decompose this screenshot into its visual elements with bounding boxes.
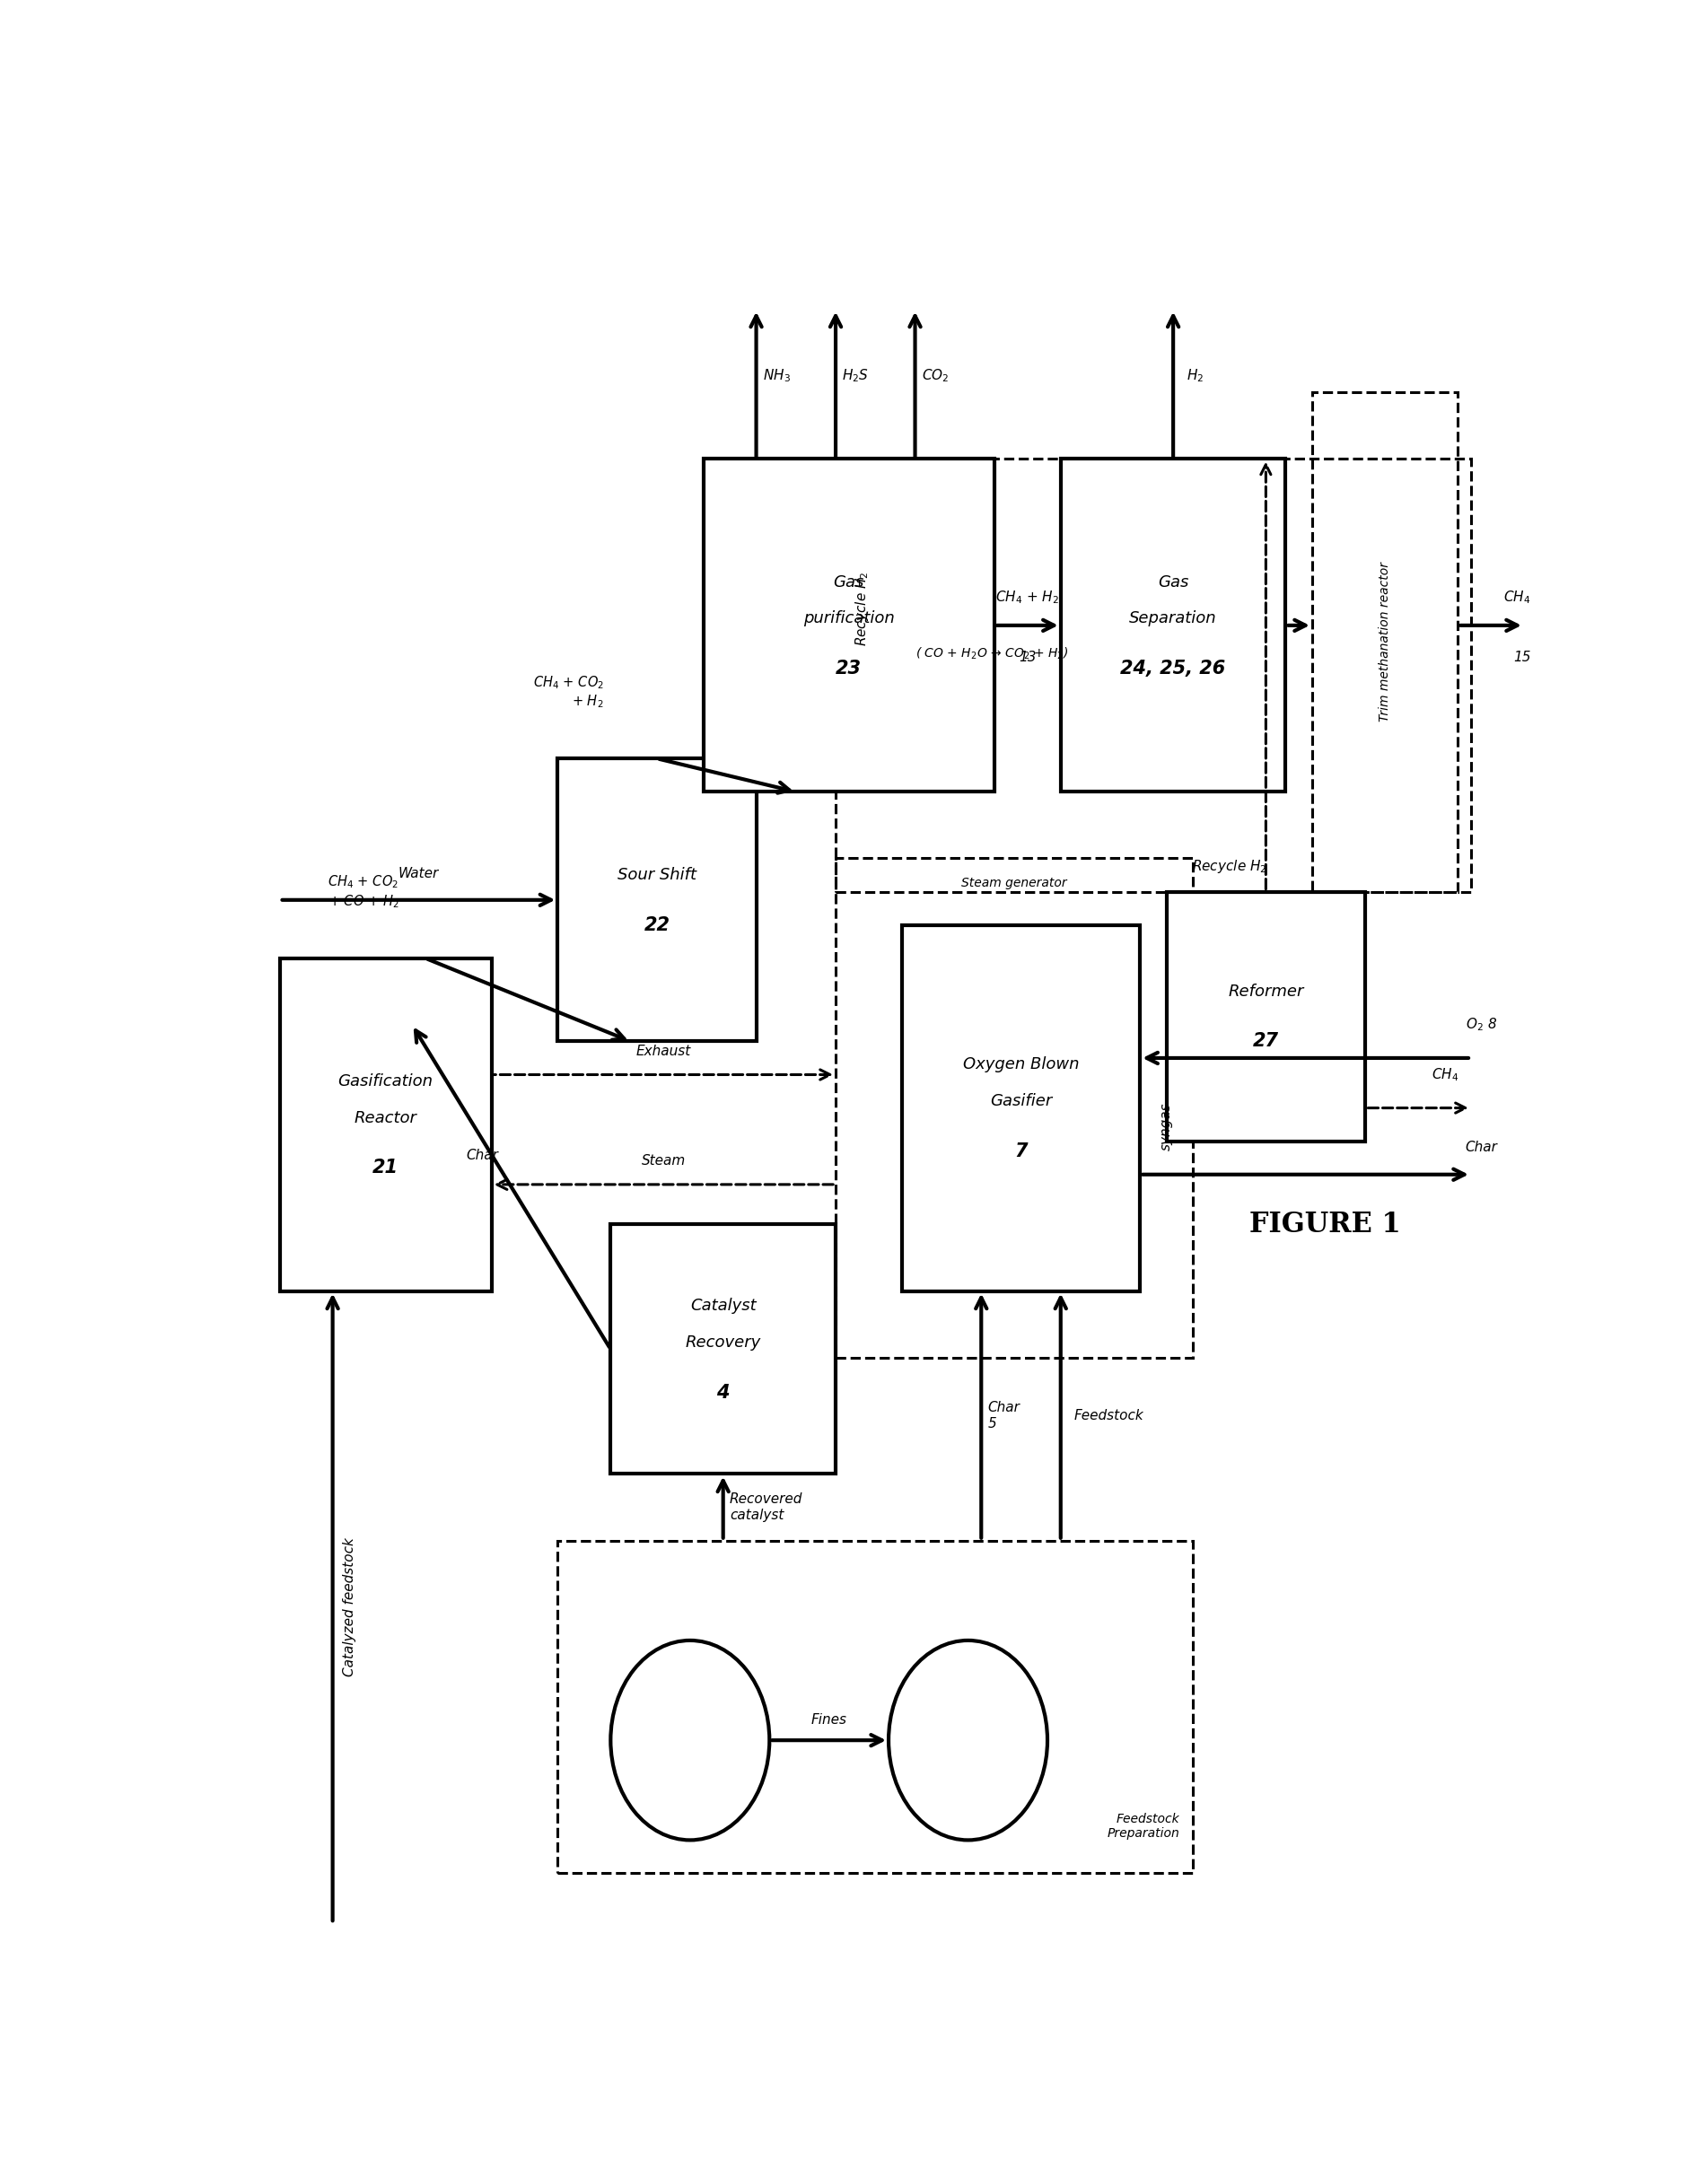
Text: 15: 15 [1513,650,1530,663]
Text: Trim methanation reactor: Trim methanation reactor [1378,562,1392,722]
Bar [835,858,1192,1357]
Bar [280,957,492,1290]
Bar [1167,892,1365,1141]
Text: Gasifier: Gasifier [991,1093,1052,1109]
Text: Oxygen Blown: Oxygen Blown [963,1057,1079,1072]
Text: Reformer: Reformer [1228,983,1303,1001]
Text: CH$_4$: CH$_4$ [1431,1065,1459,1083]
Text: 27: 27 [1254,1033,1279,1050]
Text: NH$_3$: NH$_3$ [763,367,791,385]
Bar [835,458,1471,892]
Text: Recycle H$_2$: Recycle H$_2$ [1192,858,1267,875]
Text: purification: purification [803,612,895,627]
Text: Char: Char [466,1147,499,1163]
Text: Gas: Gas [834,575,864,590]
Text: H$_2$S: H$_2$S [842,367,869,385]
Text: 13: 13 [1020,650,1037,663]
Text: Recycle H$_2$: Recycle H$_2$ [854,571,871,646]
Text: ( CO + H$_2$O → CO$_2$ + H$_2$): ( CO + H$_2$O → CO$_2$ + H$_2$) [915,646,1068,661]
Text: Catalyzed feedstock: Catalyzed feedstock [343,1539,357,1677]
Text: Exhaust: Exhaust [635,1044,692,1059]
Text: Catalyst: Catalyst [690,1299,757,1314]
Text: CH$_4$ + H$_2$: CH$_4$ + H$_2$ [996,588,1059,605]
Text: Fines: Fines [811,1714,847,1727]
Bar [704,458,994,791]
Bar [1312,393,1457,892]
Text: Sour Shift: Sour Shift [618,867,697,884]
Text: Steam: Steam [642,1154,685,1167]
Text: Gasification: Gasification [338,1074,434,1089]
Text: Char
5: Char 5 [987,1400,1020,1431]
Text: Separation: Separation [1129,612,1218,627]
Text: CH$_4$ + CO$_2$
+ H$_2$: CH$_4$ + CO$_2$ + H$_2$ [533,674,605,711]
Text: syngas: syngas [1160,1102,1173,1150]
Text: FIGURE 1: FIGURE 1 [1250,1210,1401,1238]
Text: O$_2$ 8: O$_2$ 8 [1465,1016,1498,1033]
Bar [557,1541,1192,1874]
Text: H$_2$: H$_2$ [1187,367,1204,385]
Text: CO$_2$: CO$_2$ [922,367,950,385]
Text: 23: 23 [835,659,863,679]
Text: Recovery: Recovery [685,1335,762,1351]
Text: Feedstock: Feedstock [1074,1409,1144,1422]
Text: 4: 4 [717,1383,729,1402]
Text: CH$_4$ + CO$_2$
+ CO + H$_2$: CH$_4$ + CO$_2$ + CO + H$_2$ [328,873,398,910]
Text: 24, 25, 26: 24, 25, 26 [1120,659,1226,679]
Text: Steam generator: Steam generator [962,877,1068,890]
Text: Char: Char [1465,1141,1498,1154]
Text: CH$_4$: CH$_4$ [1503,588,1530,605]
Text: Recovered
catalyst: Recovered catalyst [729,1493,803,1521]
Text: Gas: Gas [1158,575,1189,590]
Text: Feedstock
Preparation: Feedstock Preparation [1107,1813,1180,1841]
Bar [611,1225,835,1474]
Text: Water: Water [398,867,439,880]
Text: 21: 21 [372,1158,398,1178]
Bar [902,925,1141,1290]
Text: 22: 22 [644,916,670,934]
Bar [1061,458,1286,791]
Text: Reactor: Reactor [354,1111,417,1126]
Text: 7: 7 [1015,1143,1028,1160]
Bar [557,759,757,1042]
